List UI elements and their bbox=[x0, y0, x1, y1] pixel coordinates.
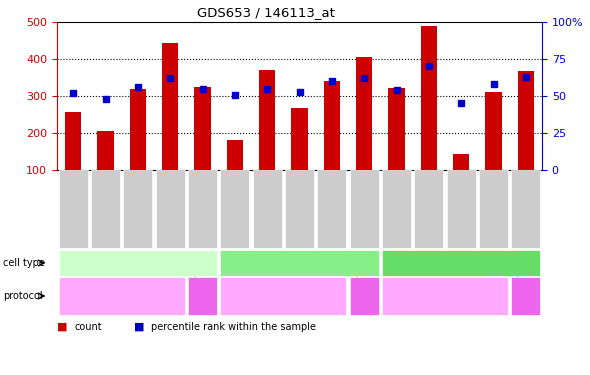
Bar bbox=[195, 87, 211, 170]
Bar bbox=[65, 111, 81, 170]
Text: dissoc
ated
larval
brain: dissoc ated larval brain bbox=[352, 276, 376, 316]
Text: cholinergic/Gad1 negative: cholinergic/Gad1 negative bbox=[397, 258, 525, 268]
Text: GSM16947: GSM16947 bbox=[166, 186, 175, 232]
Text: GSM16949: GSM16949 bbox=[457, 186, 466, 232]
Text: cell type: cell type bbox=[3, 258, 45, 268]
Bar bbox=[162, 43, 178, 170]
Text: GSM16945: GSM16945 bbox=[101, 186, 110, 232]
Text: cholinergic neurons: cholinergic neurons bbox=[90, 258, 186, 268]
Bar bbox=[130, 88, 146, 170]
Text: GSM16951: GSM16951 bbox=[230, 186, 240, 232]
Text: GSM16954: GSM16954 bbox=[327, 186, 336, 232]
Text: GSM16956: GSM16956 bbox=[360, 186, 369, 232]
Text: GSM16944: GSM16944 bbox=[68, 186, 78, 232]
Text: GSM16955: GSM16955 bbox=[522, 186, 530, 232]
Text: percentile rank within the sample: percentile rank within the sample bbox=[152, 322, 316, 332]
Text: GSM16894: GSM16894 bbox=[424, 186, 433, 232]
Text: ■: ■ bbox=[57, 322, 67, 332]
Text: embryo cell culture: embryo cell culture bbox=[246, 291, 320, 300]
Bar bbox=[453, 154, 469, 170]
Bar bbox=[356, 57, 372, 170]
Text: GSM16950: GSM16950 bbox=[489, 186, 498, 232]
Bar bbox=[421, 26, 437, 170]
Text: GDS653 / 146113_at: GDS653 / 146113_at bbox=[196, 6, 335, 20]
Text: embryo cell culture: embryo cell culture bbox=[408, 291, 482, 300]
Bar bbox=[291, 108, 307, 170]
Bar bbox=[486, 92, 502, 170]
Text: dissoc
ated
larval
brain: dissoc ated larval brain bbox=[514, 276, 537, 316]
Text: GSM16952: GSM16952 bbox=[263, 186, 271, 232]
Text: ■: ■ bbox=[134, 322, 144, 332]
Bar bbox=[227, 140, 243, 170]
Text: GSM16948: GSM16948 bbox=[198, 186, 207, 232]
Text: GSM16893: GSM16893 bbox=[392, 186, 401, 232]
Bar bbox=[388, 88, 405, 170]
Text: embryo cell culture: embryo cell culture bbox=[84, 291, 159, 300]
Bar bbox=[324, 81, 340, 170]
Bar bbox=[518, 71, 534, 170]
Bar bbox=[97, 131, 114, 170]
Text: count: count bbox=[75, 322, 102, 332]
Text: GSM16946: GSM16946 bbox=[133, 186, 142, 232]
Text: dissoc
ated
larval
brain: dissoc ated larval brain bbox=[191, 276, 214, 316]
Bar bbox=[259, 70, 276, 170]
Text: GSM16953: GSM16953 bbox=[295, 186, 304, 232]
Text: protocol: protocol bbox=[3, 291, 42, 301]
Text: Gad1 expressing neurons: Gad1 expressing neurons bbox=[237, 258, 362, 268]
